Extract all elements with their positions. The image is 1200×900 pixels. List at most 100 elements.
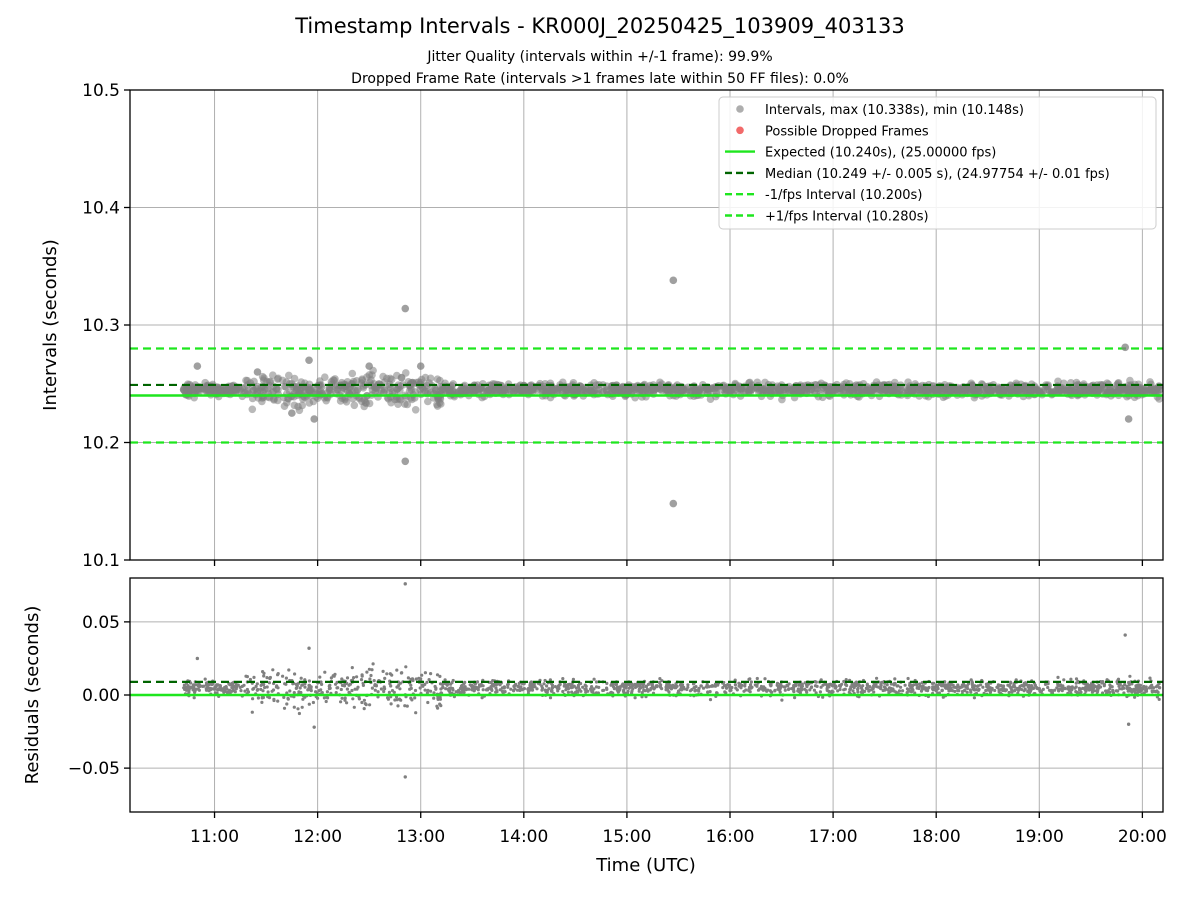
interval-point (841, 387, 850, 395)
residual-point (674, 686, 678, 690)
residual-point (474, 685, 478, 689)
interval-point (193, 362, 202, 370)
interval-point (690, 385, 698, 394)
residual-point (642, 688, 646, 692)
residual-point (627, 686, 631, 690)
residual-point (550, 683, 555, 687)
residual-point (918, 682, 922, 686)
residual-point (972, 696, 977, 700)
residual-point (715, 691, 719, 695)
residual-point (996, 684, 1000, 688)
residual-point (309, 685, 313, 689)
residual-point (252, 675, 256, 680)
interval-point (179, 385, 188, 394)
chart-subtitle-jitter: Jitter Quality (intervals within +/-1 fr… (427, 49, 773, 65)
interval-point (379, 372, 387, 381)
interval-point (932, 388, 940, 396)
residual-point (1007, 683, 1012, 687)
residual-point (1150, 683, 1154, 687)
residual-point (885, 683, 889, 687)
interval-point (1121, 343, 1129, 352)
residual-point (620, 683, 624, 687)
residual-point (594, 680, 599, 684)
residual-point (761, 685, 766, 689)
residual-point (347, 691, 351, 695)
residual-point (590, 685, 594, 689)
residual-point (906, 688, 910, 692)
interval-point (880, 385, 889, 393)
residual-point (584, 690, 588, 694)
interval-point (399, 381, 407, 389)
residual-point (293, 672, 297, 676)
residual-point (540, 688, 544, 692)
residual-point (389, 702, 393, 706)
residual-point (965, 690, 969, 694)
residual-point (626, 682, 630, 686)
residual-point (281, 674, 285, 678)
residual-point (895, 684, 899, 688)
residual-point (831, 690, 835, 694)
interval-point (623, 390, 632, 399)
residual-point (299, 676, 303, 680)
residual-point (697, 689, 701, 693)
residual-point (800, 684, 805, 688)
residual-point (236, 683, 240, 687)
residual-point (1069, 677, 1073, 681)
residual-point (571, 677, 576, 681)
residual-point (1128, 674, 1132, 678)
interval-point (542, 384, 551, 393)
residual-point (373, 683, 377, 687)
residual-point (256, 696, 260, 700)
residual-point (461, 686, 465, 690)
interval-point (947, 387, 955, 396)
residual-point (615, 686, 619, 690)
residual-point (475, 680, 480, 684)
residual-point (874, 682, 878, 686)
residual-point (686, 683, 690, 687)
residual-point (755, 676, 759, 681)
interval-point (468, 384, 477, 393)
interval-point (536, 379, 544, 388)
interval-point (365, 371, 374, 379)
interval-point (248, 405, 257, 414)
residual-point (924, 686, 928, 690)
residual-point (641, 685, 645, 689)
interval-point (401, 457, 410, 466)
residual-point (370, 686, 374, 690)
residual-point (292, 705, 296, 709)
interval-point (970, 387, 978, 396)
residual-point (409, 683, 413, 687)
residual-point (210, 682, 214, 687)
residual-point (1130, 682, 1134, 686)
interval-point (798, 387, 806, 395)
residual-point (697, 686, 701, 690)
legend-entry-label: Median (10.249 +/- 0.005 s), (24.97754 +… (765, 167, 1110, 182)
residual-point (328, 683, 332, 687)
residual-point (319, 680, 323, 684)
residual-point (282, 695, 286, 700)
interval-point (388, 388, 397, 396)
residual-point (706, 690, 710, 694)
residual-point (836, 689, 840, 693)
interval-point (408, 395, 416, 404)
residual-point (283, 682, 287, 686)
residual-point (251, 687, 255, 691)
residual-point (1133, 689, 1137, 693)
residual-point (1130, 690, 1134, 694)
residual-point (997, 688, 1001, 692)
residual-point (352, 676, 356, 680)
residual-point (421, 684, 425, 688)
interval-point (301, 382, 309, 391)
residual-point (748, 690, 752, 694)
residual-point (345, 701, 349, 705)
residual-point (403, 582, 407, 586)
residual-point (749, 680, 754, 684)
residual-point (793, 696, 797, 700)
residual-point (988, 686, 992, 690)
residual-point (432, 696, 436, 700)
interval-point (293, 384, 302, 392)
residual-point (303, 678, 307, 682)
residual-point (932, 681, 936, 685)
residual-point (1126, 686, 1130, 691)
residual-point (312, 725, 316, 729)
